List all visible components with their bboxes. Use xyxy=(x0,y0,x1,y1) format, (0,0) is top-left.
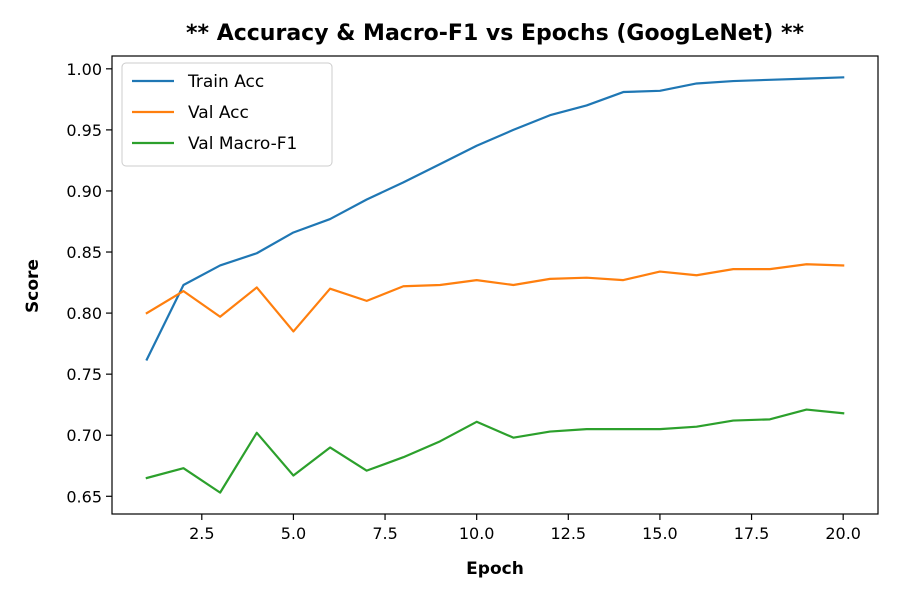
legend: Train Acc Val Acc Val Macro-F1 xyxy=(121,62,333,167)
x-tick-label: 17.5 xyxy=(734,524,770,543)
x-tick-label: 7.5 xyxy=(372,524,397,543)
x-tick-label: 2.5 xyxy=(189,524,214,543)
legend-label: Val Macro-F1 xyxy=(188,134,297,154)
y-tick-label: 0.80 xyxy=(66,304,102,323)
x-axis-ticks: 2.5 5.0 7.5 10.0 12.5 15.0 17.5 20.0 xyxy=(189,514,861,543)
y-tick-label: 0.65 xyxy=(66,487,102,506)
series-line-1 xyxy=(145,76,845,361)
chart-title: ** Accuracy & Macro-F1 vs Epochs (GoogLe… xyxy=(186,21,804,46)
y-tick-label: 0.85 xyxy=(66,243,102,262)
legend-label: Val Acc xyxy=(188,103,249,123)
y-axis-ticks: 0.65 0.70 0.75 0.80 0.85 0.90 0.95 1.00 xyxy=(66,60,112,506)
x-tick-label: 5.0 xyxy=(281,524,306,543)
plot-frame xyxy=(111,55,879,515)
y-tick-label: 0.70 xyxy=(66,426,102,445)
x-tick-label: 15.0 xyxy=(642,524,678,543)
y-tick-label: 0.90 xyxy=(66,182,102,201)
legend-label: Train Acc xyxy=(187,72,264,92)
x-tick-label: 20.0 xyxy=(825,524,861,543)
series-layer xyxy=(145,76,845,494)
y-tick-label: 0.75 xyxy=(66,365,102,384)
legend-box xyxy=(121,62,333,167)
y-axis-label: Score xyxy=(23,259,43,313)
series-line-2 xyxy=(145,263,845,333)
series-line-3 xyxy=(145,408,845,494)
y-tick-label: 1.00 xyxy=(66,60,102,79)
y-tick-label: 0.95 xyxy=(66,121,102,140)
x-tick-label: 12.5 xyxy=(550,524,586,543)
x-tick-label: 10.0 xyxy=(459,524,495,543)
x-axis-label: Epoch xyxy=(466,559,524,579)
